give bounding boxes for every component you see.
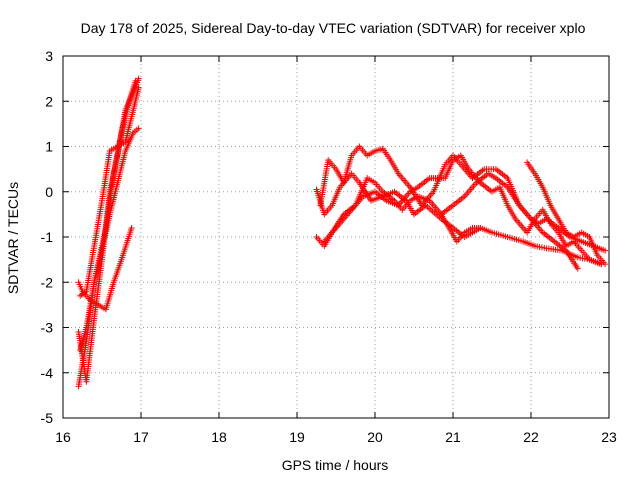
x-tick-label: 22 [523,429,539,445]
y-tick-label: 0 [45,184,53,200]
x-tick-label: 23 [601,429,617,445]
data-point [602,247,609,254]
x-tick-label: 20 [367,429,383,445]
series-track-10 [438,211,484,245]
x-tick-label: 21 [445,429,461,445]
x-tick-label: 18 [211,429,227,445]
series-track-11 [524,159,609,268]
data-point [602,261,609,268]
data-point [574,265,581,272]
y-tick-label: 2 [45,93,53,109]
y-tick-label: -3 [41,320,54,336]
x-tick-label: 16 [55,429,71,445]
y-tick-label: -1 [41,229,54,245]
data-point [477,224,484,231]
y-tick-label: -5 [41,410,54,426]
x-tick-label: 17 [133,429,149,445]
data-point [128,224,135,231]
series-track-5 [77,125,142,354]
data-point [135,75,142,82]
y-tick-label: 1 [45,139,53,155]
series-track-4 [75,224,135,313]
chart-title: Day 178 of 2025, Sidereal Day-to-day VTE… [81,20,586,36]
data-point [135,84,142,91]
x-axis-label: GPS time / hours [282,457,389,473]
y-tick-label: 3 [45,48,53,64]
x-tick-label: 19 [289,429,305,445]
series-track-3 [77,84,142,299]
grid-lines [63,56,609,418]
series-track-9 [321,152,605,268]
y-tick-label: -2 [41,274,54,290]
y-axis-label: SDTVAR / TECUs [5,182,21,294]
data-points [75,75,609,390]
data-point [135,125,142,132]
y-tick-label: -4 [41,365,54,381]
